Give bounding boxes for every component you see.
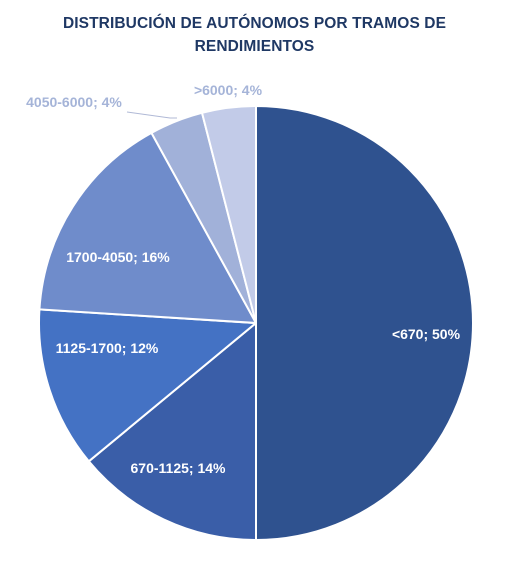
chart-title: DISTRIBUCIÓN DE AUTÓNOMOS POR TRAMOS DE … [0, 12, 509, 58]
chart-title-line-1: DISTRIBUCIÓN DE AUTÓNOMOS POR TRAMOS DE [62, 15, 447, 32]
pie-slice-1700-4050 [38, 131, 257, 324]
pie-slice-6000 [201, 105, 257, 324]
data-label: 1125-1700; 12% [56, 340, 159, 356]
data-label: 4050-6000; 4% [26, 94, 122, 110]
pie-slice-670 [255, 105, 474, 541]
data-label: <670; 50% [392, 326, 461, 342]
pie-slice-1125-1700 [38, 308, 257, 463]
chart-title-line-2: RENDIMIENTOS [194, 38, 315, 55]
data-label: >6000; 4% [194, 82, 263, 98]
leader-line [126, 111, 177, 119]
data-label: 1700-4050; 16% [66, 249, 170, 265]
pie-slice-670-1125 [87, 322, 257, 541]
data-label: 670-1125; 14% [131, 460, 227, 476]
